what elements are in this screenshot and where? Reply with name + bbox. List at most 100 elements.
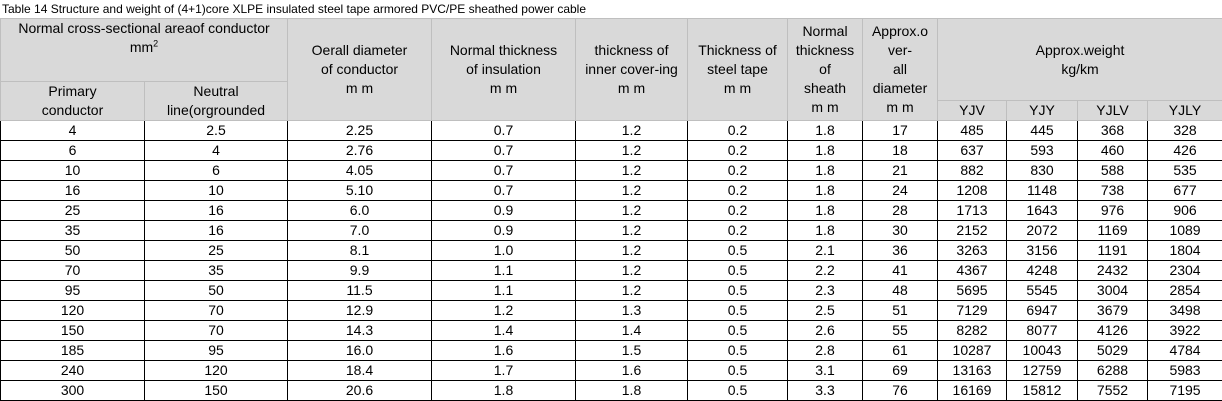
data-cell: 18.4 [287, 360, 432, 381]
data-cell: 120 [144, 360, 288, 381]
data-cell: 1.1 [431, 280, 576, 301]
data-cell: 0.2 [687, 220, 788, 241]
header-line: kg/km [1061, 60, 1099, 77]
data-cell: 5029 [1077, 340, 1148, 361]
data-row: 10 6 4.05 0.7 1.2 0.2 1.8 21 882 830 588 535 [0, 160, 1222, 181]
data-cell: 51 [862, 300, 938, 321]
unit: mm [129, 39, 154, 55]
data-row: 300 150 20.6 1.8 1.8 0.5 3.3 76 16169 15812 7552 71… [0, 380, 1222, 401]
data-cell: 426 [1146, 140, 1222, 161]
data-cell: 50 [0, 240, 145, 261]
header-line: of [819, 61, 831, 77]
data-cell: 0.9 [431, 220, 576, 241]
header-line: Neutral [193, 83, 239, 99]
data-cell: 0.5 [687, 240, 788, 261]
data-cell: 10043 [1006, 340, 1078, 361]
header-line: Normal [802, 23, 848, 39]
data-cell: 7.0 [287, 220, 432, 241]
data-cell: 677 [1146, 180, 1222, 201]
data-cell: 0.5 [687, 260, 788, 281]
data-cell: 1.2 [575, 140, 688, 161]
header-line: thickness of [594, 42, 669, 58]
data-row: 4 2.5 2.25 0.7 1.2 0.2 1.8 17 485 445 368 328 [0, 120, 1222, 141]
data-cell: 10 [144, 180, 288, 201]
header-line: m m [345, 80, 374, 96]
data-cell: 5695 [937, 280, 1007, 301]
header-line: Approx.o [871, 23, 929, 39]
data-cell: 1.5 [575, 340, 688, 361]
data-row: 25 16 6.0 0.9 1.2 0.2 1.8 28 1713 1643 976 906 [0, 200, 1222, 221]
data-cell: 41 [862, 260, 938, 281]
data-cell: 2.6 [787, 320, 863, 341]
data-cell: 21 [862, 160, 938, 181]
data-cell: 1089 [1146, 220, 1222, 241]
data-cell: 25 [0, 200, 145, 221]
data-cell: 5.10 [287, 180, 432, 201]
data-cell: 8282 [937, 320, 1007, 341]
data-cell: 738 [1077, 180, 1148, 201]
data-cell: 16 [144, 220, 288, 241]
data-cell: 120 [0, 300, 145, 321]
data-cell: 11.5 [287, 280, 432, 301]
data-cell: 16169 [937, 380, 1007, 401]
data-cell: 830 [1006, 160, 1078, 181]
data-cell: 0.5 [687, 300, 788, 321]
data-cell: 1643 [1006, 200, 1078, 221]
header-cell: Primary conductor [0, 81, 145, 121]
data-row: 95 50 11.5 1.1 1.2 0.5 2.3 48 5695 5545 3004 2854 [0, 280, 1222, 301]
data-row: 50 25 8.1 1.0 1.2 0.5 2.1 36 3263 3156 1191 1804 [0, 240, 1222, 261]
data-cell: 55 [862, 320, 938, 341]
header-cell: Normal thickness of insulation m m [431, 18, 576, 121]
data-cell: 185 [0, 340, 145, 361]
data-cell: 18 [862, 140, 938, 161]
data-cell: 1.2 [575, 180, 688, 201]
data-cell: 12.9 [287, 300, 432, 321]
data-cell: 2.5 [144, 120, 288, 141]
data-cell: 0.5 [687, 340, 788, 361]
data-cell: 1.2 [575, 240, 688, 261]
data-cell: 1.2 [431, 300, 576, 321]
header-cell: YJLV [1077, 100, 1148, 121]
data-cell: 16.0 [287, 340, 432, 361]
data-cell: 4367 [937, 260, 1007, 281]
header-cell: Approx.weight kg/km [936, 18, 1222, 101]
data-row: 6 4 2.76 0.7 1.2 0.2 1.8 18 637 593 460 426 [0, 140, 1222, 161]
data-cell: 30 [862, 220, 938, 241]
data-cell: 976 [1077, 200, 1148, 221]
data-cell: 882 [937, 160, 1007, 181]
header-row: Primary conductor Neutral line(orgrounded [0, 81, 1222, 121]
data-cell: 3156 [1006, 240, 1078, 261]
header-line: Primary [48, 83, 97, 99]
data-cell: 5983 [1146, 360, 1222, 381]
header-line: steel tape [707, 61, 768, 77]
data-cell: 1.8 [787, 140, 863, 161]
header-line: of conductor [320, 61, 399, 77]
data-cell: 300 [0, 380, 145, 401]
data-cell: 535 [1146, 160, 1222, 181]
data-cell: 1.4 [575, 320, 688, 341]
data-cell: 0.2 [687, 200, 788, 221]
header-line: m m [886, 99, 914, 115]
data-cell: 1.7 [431, 360, 576, 381]
data-cell: 17 [862, 120, 938, 141]
data-row: 120 70 12.9 1.2 1.3 0.5 2.5 51 7129 6947 3679 3498 [0, 300, 1222, 321]
header-cell: Neutral line(orgrounded [144, 81, 288, 121]
data-cell: 240 [0, 360, 145, 381]
data-cell: 150 [144, 380, 288, 401]
header-cell: thickness of inner cover-ing m m [575, 18, 688, 121]
data-cell: 6 [144, 160, 288, 181]
data-cell: 0.2 [687, 120, 788, 141]
data-cell: 76 [862, 380, 938, 401]
header-line: Thickness of [698, 42, 777, 58]
data-cell: 368 [1077, 120, 1148, 141]
data-cell: 48 [862, 280, 938, 301]
data-cell: 4 [144, 140, 288, 161]
header-cell: Approx.o ver-all diameter m m [862, 18, 938, 121]
data-cell: 1.8 [787, 220, 863, 241]
data-cell: 1.2 [575, 200, 688, 221]
cable-table: Normal cross-sectional areaof conductor m… [0, 18, 1222, 401]
data-cell: 14.3 [287, 320, 432, 341]
header-cell: Normal thickness of sheath m m [787, 18, 863, 121]
header-line: Normal thickness [449, 42, 558, 58]
